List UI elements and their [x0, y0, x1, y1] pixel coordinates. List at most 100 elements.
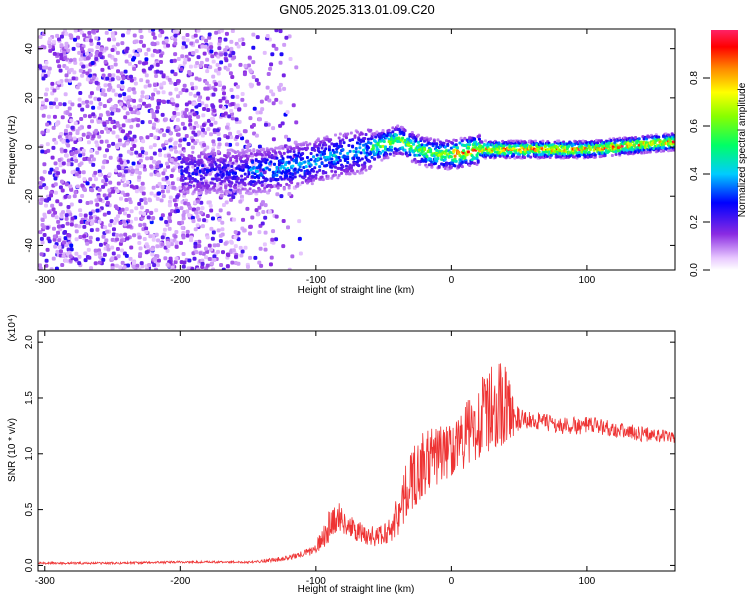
heatmap-cell [152, 83, 157, 88]
heatmap-cell [71, 146, 76, 151]
heatmap-cell [338, 151, 342, 155]
heatmap-cell [297, 142, 301, 146]
heatmap-cell [209, 157, 213, 161]
heatmap-cell [335, 142, 339, 146]
heatmap-cell [270, 52, 275, 57]
heatmap-cell [255, 169, 259, 173]
heatmap-cell [178, 138, 183, 143]
heatmap-cell [104, 126, 109, 131]
heatmap-cell [429, 137, 433, 141]
heatmap-cell [223, 179, 227, 183]
heatmap-cell [90, 60, 95, 65]
heatmap-cell [309, 163, 313, 167]
heatmap-cell [243, 245, 248, 250]
heatmap-cell [138, 246, 143, 251]
heatmap-cell [266, 183, 270, 187]
heatmap-cell [155, 69, 160, 74]
heatmap-cell [260, 221, 265, 226]
heatmap-cell [229, 88, 234, 93]
heatmap-cell [610, 154, 614, 158]
heatmap-cell [77, 162, 82, 167]
heatmap-cell [58, 202, 63, 207]
heatmap-cell [53, 182, 58, 187]
heatmap-cell [141, 139, 146, 144]
heatmap-cell [157, 181, 162, 186]
heatmap-cell [54, 122, 59, 127]
heatmap-cell [48, 36, 53, 41]
heatmap-cell [63, 194, 68, 199]
heatmap-cell [85, 181, 90, 186]
heatmap-cell [259, 263, 264, 268]
heatmap-cell [228, 71, 233, 76]
heatmap-cell [204, 255, 209, 260]
heatmap-cell [288, 175, 292, 179]
heatmap-cell [138, 39, 143, 44]
heatmap-cell [185, 162, 189, 166]
heatmap-cell [357, 150, 361, 154]
heatmap-cell [150, 96, 155, 101]
heatmap-cell [251, 74, 256, 79]
heatmap-cell [167, 215, 172, 220]
heatmap-cell [235, 154, 239, 158]
heatmap-cell [435, 159, 439, 163]
heatmap-cell [293, 175, 297, 179]
heatmap-cell [242, 228, 247, 233]
heatmap-cell [219, 29, 224, 33]
heatmap-cell [235, 166, 239, 170]
heatmap-cell [208, 203, 213, 208]
heatmap-cell [170, 98, 175, 103]
heatmap-cell [42, 169, 47, 174]
heatmap-cell [312, 155, 316, 159]
heatmap-cell [201, 113, 206, 118]
heatmap-cell [173, 72, 178, 77]
heatmap-cell [206, 108, 211, 113]
heatmap-cell [149, 64, 154, 69]
heatmap-cell [178, 90, 183, 95]
heatmap-cell [206, 127, 211, 132]
heatmap-cell [97, 251, 102, 256]
heatmap-cell [77, 137, 82, 142]
heatmap-cell [397, 136, 401, 140]
heatmap-cell [52, 237, 57, 242]
heatmap-cell [449, 155, 453, 159]
heatmap-cell [77, 224, 82, 229]
heatmap-cell [75, 184, 80, 189]
heatmap-cell [248, 149, 252, 153]
heatmap-cell [529, 155, 533, 159]
heatmap-cell [79, 46, 84, 51]
heatmap-cell [119, 71, 124, 76]
heatmap-cell [145, 94, 150, 99]
heatmap-cell [165, 161, 170, 166]
heatmap-cell [671, 140, 675, 144]
heatmap-cell [363, 151, 367, 155]
heatmap-cell [286, 137, 291, 142]
heatmap-cell [487, 143, 491, 147]
heatmap-cell [101, 165, 106, 170]
heatmap-cell [110, 256, 115, 261]
heatmap-cell [55, 199, 60, 204]
heatmap-cell [51, 125, 56, 130]
heatmap-cell [475, 142, 479, 146]
heatmap-cell [143, 84, 148, 89]
heatmap-cell [141, 68, 146, 73]
heatmap-cell [152, 143, 157, 148]
heatmap-cell [138, 153, 143, 158]
heatmap-cell [242, 154, 246, 158]
heatmap-cell [255, 35, 260, 40]
heatmap-cell [218, 238, 223, 243]
heatmap-cell [105, 76, 110, 81]
heatmap-cell [281, 146, 285, 150]
heatmap-cell [161, 40, 166, 45]
heatmap-cell [66, 209, 71, 214]
heatmap-cell [502, 149, 506, 153]
heatmap-cell [184, 102, 189, 107]
heatmap-cell [179, 206, 184, 211]
heatmap-cell [165, 248, 170, 253]
heatmap-cell [72, 136, 77, 141]
heatmap-cell [136, 104, 141, 109]
heatmap-cell [219, 160, 223, 164]
heatmap-cell [121, 174, 126, 179]
heatmap-cell [102, 212, 107, 217]
heatmap-cell [107, 37, 112, 42]
heatmap-cell [175, 125, 180, 130]
